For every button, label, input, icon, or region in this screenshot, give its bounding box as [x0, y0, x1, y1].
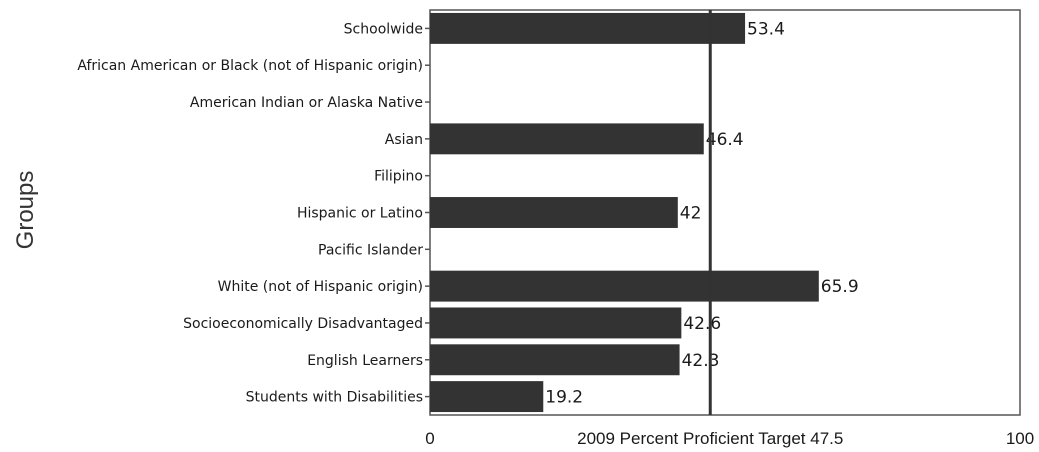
category-labels: Schoolwide African American or Black (not…: [77, 21, 430, 406]
bars-group: [430, 12, 819, 413]
bar: [430, 307, 682, 339]
category-label: Students with Disabilities: [246, 390, 423, 406]
bar: [430, 197, 678, 228]
value-label: 65.9: [821, 277, 859, 297]
value-labels: 53.4 46.4 42 65.9 42.6 42.3 19.2: [545, 19, 858, 407]
category-label: Schoolwide: [344, 21, 423, 37]
bar: [430, 12, 746, 44]
category-label: Socioeconomically Disadvantaged: [183, 316, 423, 332]
bar: [430, 123, 704, 155]
category-label: English Learners: [307, 353, 423, 369]
value-label: 42.3: [682, 351, 720, 371]
value-label: 42.6: [683, 314, 721, 334]
value-label: 19.2: [545, 388, 583, 408]
category-label: Asian: [385, 132, 423, 148]
x-tick-min: 0: [425, 429, 434, 448]
y-axis-label: Groups: [12, 171, 39, 250]
value-label: 46.4: [706, 130, 744, 150]
bar: [430, 381, 544, 413]
value-label: 42: [680, 204, 702, 224]
category-label: Hispanic or Latino: [297, 206, 423, 222]
category-label: White (not of Hispanic origin): [218, 279, 423, 295]
category-label: Filipino: [374, 169, 423, 185]
category-label: American Indian or Alaska Native: [190, 95, 423, 111]
value-label: 53.4: [747, 19, 785, 39]
x-tick-max: 100: [1006, 429, 1034, 448]
category-label: African American or Black (not of Hispan…: [77, 58, 423, 74]
target-label: 2009 Percent Proficient Target 47.5: [577, 429, 843, 448]
bar: [430, 270, 819, 302]
bar: [430, 344, 680, 376]
category-label: Pacific Islander: [318, 242, 423, 258]
